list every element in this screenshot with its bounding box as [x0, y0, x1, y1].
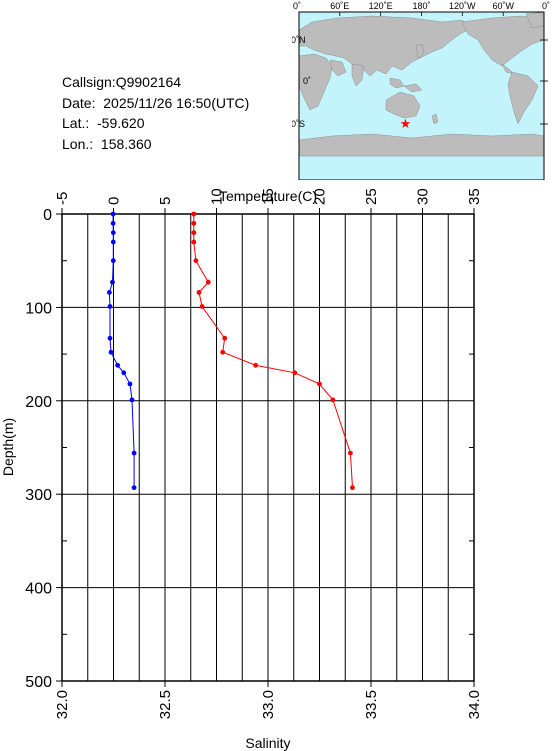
minor-ticks: [62, 260, 474, 635]
depth-tick-label: 100: [25, 300, 52, 317]
temperature-point: [205, 279, 211, 285]
map-lon-label: 180˚: [412, 1, 430, 11]
float-info-panel: Callsign:Q9902164 Date: 2025/11/26 16:50…: [62, 72, 249, 154]
salinity-profile-line: [108, 214, 135, 488]
salinity-tick-label: 34.0: [466, 690, 483, 719]
temperature-tick-label: -5: [54, 192, 71, 205]
temperature-point: [191, 230, 197, 236]
map-lon-label: 0˚: [542, 1, 550, 11]
temperature-point: [317, 381, 322, 387]
temperature-point: [253, 362, 259, 368]
salinity-point: [110, 279, 115, 285]
map-lon-ticks: [298, 12, 545, 16]
temperature-tick-label: 25: [363, 188, 380, 205]
data-series: [106, 211, 355, 491]
temperature-point: [191, 220, 197, 226]
map-lat-label: 0˚: [303, 76, 311, 86]
temperature-point: [348, 450, 353, 456]
salinity-point: [131, 485, 137, 491]
salinity-point: [129, 397, 135, 403]
salinity-point: [110, 258, 116, 264]
temperature-profile-line: [193, 214, 353, 488]
temperature-point: [330, 397, 336, 403]
temperature-point: [191, 211, 197, 217]
salinity-point: [110, 239, 116, 245]
map-lon-label: 120˚E: [369, 1, 393, 11]
temperature-point: [199, 304, 205, 309]
depth-tick-label: 500: [25, 674, 52, 691]
map-lat-ticks: [540, 39, 548, 125]
temperature-tick-label: 15: [260, 188, 277, 205]
vertical-grid: [87, 214, 449, 681]
salinity-tick-label: 32.5: [157, 690, 174, 719]
depth-axis-title: Depth(m): [0, 418, 16, 476]
map-lon-label: 0˚: [293, 1, 301, 11]
salinity-tick-labels: 32.0 32.5 33.0 33.5 34.0: [54, 681, 483, 719]
temperature-tick-label: 30: [415, 188, 432, 205]
callsign-text: Callsign:Q9902164: [62, 74, 182, 90]
map-lon-label: 120˚W: [449, 1, 476, 11]
longitude-text: Lon.: 158.360: [62, 135, 152, 152]
temperature-tick-label: 35: [466, 188, 483, 205]
depth-tick-label: 0: [43, 207, 52, 224]
salinity-point: [121, 370, 127, 376]
depth-tick-label: 200: [25, 394, 52, 411]
temperature-tick-label: 10: [209, 188, 226, 205]
depth-tick-labels: 0 100 200 300 400 500: [25, 207, 62, 691]
map-lat-label: 60˚S: [292, 119, 305, 129]
depth-tick-label: 400: [25, 581, 52, 598]
temperature-point: [350, 485, 355, 491]
temperature-tick-label: 0: [106, 197, 123, 205]
map-land: [298, 11, 545, 157]
temperature-axis-title: Temperature(C): [219, 188, 317, 204]
temperature-point: [292, 370, 298, 376]
temperature-tick-labels: -5 0 5 10 15 20 25 30 35: [54, 188, 483, 214]
latitude-text: Lat.: -59.620: [62, 115, 145, 131]
salinity-point: [107, 304, 113, 309]
temperature-point: [191, 239, 197, 245]
temperature-tick-label: 20: [312, 188, 329, 205]
temperature-point: [193, 258, 199, 264]
salinity-point: [110, 220, 116, 226]
depth-tick-label: 300: [25, 487, 52, 504]
date-text: Date: 2025/11/26 16:50(UTC): [62, 94, 250, 111]
salinity-point: [127, 381, 133, 387]
location-map: 0˚ 60˚E 120˚E 180˚ 120˚W 60˚W 0˚ 60˚N 0˚…: [292, 1, 550, 180]
salinity-point: [115, 362, 121, 368]
salinity-tick-label: 33.5: [363, 690, 380, 719]
salinity-point: [131, 450, 137, 456]
map-lon-label: 60˚E: [330, 1, 349, 11]
temperature-point: [222, 335, 228, 341]
float-location-star-icon: ★: [400, 116, 412, 131]
salinity-point: [108, 349, 114, 355]
map-lon-label: 60˚W: [492, 1, 514, 11]
temperature-point: [220, 349, 226, 355]
salinity-point: [106, 290, 112, 295]
map-lat-label: 60˚N: [292, 35, 306, 45]
salinity-tick-label: 33.0: [260, 690, 277, 719]
salinity-point: [107, 335, 113, 341]
salinity-tick-label: 32.0: [54, 690, 71, 719]
salinity-axis-title: Salinity: [245, 735, 290, 751]
temperature-point: [196, 290, 202, 295]
salinity-point: [110, 230, 116, 236]
temperature-tick-label: 5: [157, 197, 174, 205]
